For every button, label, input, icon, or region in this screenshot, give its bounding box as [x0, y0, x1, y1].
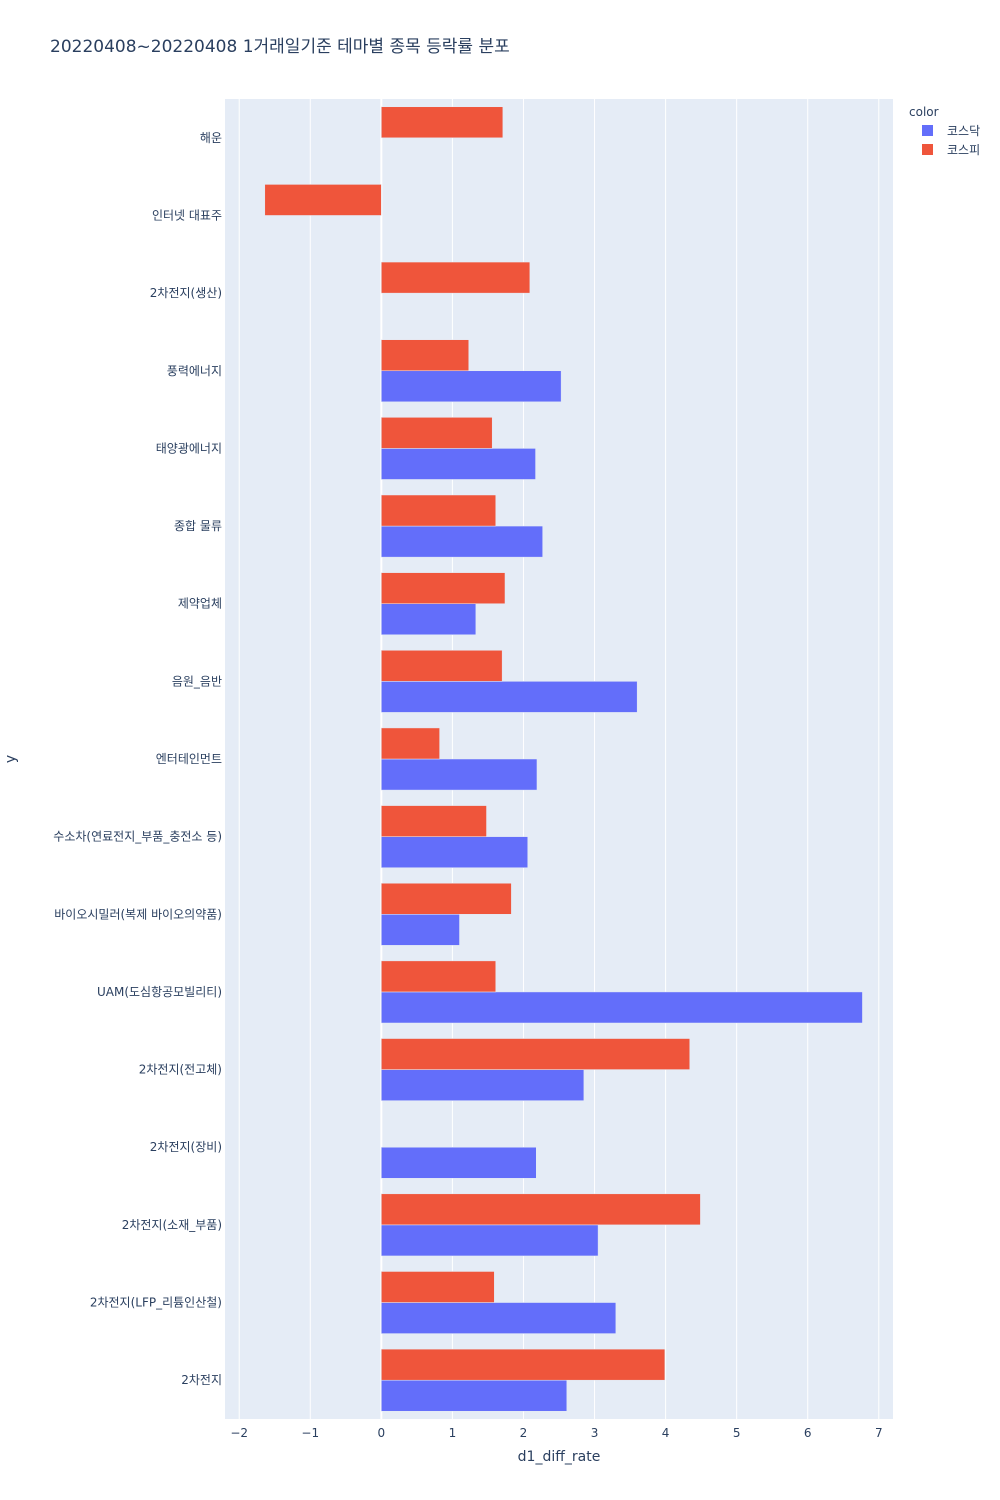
- legend-label[interactable]: 코스피: [947, 143, 980, 157]
- legend-label[interactable]: 코스닥: [947, 124, 980, 138]
- bar-kosdaq[interactable]: [381, 758, 538, 791]
- bar-kosdaq[interactable]: [381, 1146, 537, 1179]
- y-tick-label: 2차전지(LFP_리튬인산철): [90, 1296, 222, 1310]
- y-tick-label: 태양광에너지: [156, 441, 222, 455]
- legend-title: color: [909, 105, 939, 119]
- bar-kosdaq[interactable]: [381, 1302, 617, 1334]
- y-tick-label: 해운: [200, 131, 222, 145]
- x-tick-label: −2: [230, 1426, 248, 1440]
- bar-kosdaq[interactable]: [381, 1379, 568, 1412]
- x-tick-label: 2: [520, 1426, 528, 1440]
- bar-kospi[interactable]: [381, 1271, 495, 1303]
- bar-kosdaq[interactable]: [381, 836, 528, 868]
- y-tick-label: UAM(도심항공모빌리티): [97, 985, 222, 999]
- x-tick-label: 5: [733, 1426, 741, 1440]
- y-tick-label: 인터넷 대표주: [152, 208, 222, 222]
- y-tick-label: 제약업체: [178, 596, 222, 611]
- bar-kospi[interactable]: [381, 106, 504, 139]
- bar-kosdaq[interactable]: [381, 681, 638, 713]
- bar-kospi[interactable]: [381, 1193, 701, 1226]
- bar-kosdaq[interactable]: [381, 1069, 585, 1101]
- bar-kospi[interactable]: [381, 261, 531, 294]
- x-axis-title: d1_diff_rate: [518, 1449, 601, 1465]
- bar-kosdaq[interactable]: [381, 603, 477, 636]
- legend-swatch[interactable]: [922, 144, 933, 155]
- bar-kosdaq[interactable]: [381, 370, 562, 403]
- x-tick-label: 0: [378, 1426, 386, 1440]
- bar-kosdaq[interactable]: [381, 1224, 599, 1257]
- bar-kosdaq[interactable]: [381, 525, 543, 558]
- bar-kospi[interactable]: [264, 184, 382, 216]
- y-tick-label: 2차전지(전고체): [139, 1063, 222, 1077]
- bar-kospi[interactable]: [381, 650, 503, 682]
- y-tick-label: 엔터테인먼트: [156, 752, 222, 766]
- bar-kospi[interactable]: [381, 339, 469, 372]
- x-tick-label: 1: [449, 1426, 457, 1440]
- bar-kospi[interactable]: [381, 572, 506, 604]
- bars: [264, 106, 863, 1412]
- y-tick-label: 2차전지(장비): [150, 1140, 222, 1154]
- y-tick-label: 종합 물류: [174, 519, 222, 533]
- bar-kospi[interactable]: [381, 960, 497, 993]
- bar-kospi[interactable]: [381, 494, 497, 527]
- bar-kosdaq[interactable]: [381, 448, 536, 480]
- x-tick-label: 3: [591, 1426, 599, 1440]
- y-axis-title: y: [3, 755, 19, 763]
- bar-kospi[interactable]: [381, 1038, 691, 1070]
- bar-kospi[interactable]: [381, 417, 493, 449]
- chart-title: 20220408~20220408 1거래일기준 테마별 종목 등락률 분포: [50, 37, 510, 57]
- x-tick-label: 7: [875, 1426, 883, 1440]
- x-tick-label: 6: [804, 1426, 812, 1440]
- y-tick-label: 2차전지(소재_부품): [122, 1218, 222, 1232]
- bar-kospi[interactable]: [381, 882, 512, 915]
- bar-kosdaq[interactable]: [381, 991, 863, 1024]
- y-tick-label: 2차전지(생산): [150, 286, 222, 300]
- y-tick-label: 2차전지: [181, 1373, 222, 1387]
- x-tick-label: −1: [301, 1426, 319, 1440]
- x-tick-labels: −2 −1 0 1 2 3 4 5 6 7: [230, 1426, 882, 1440]
- x-tick-label: 4: [662, 1426, 670, 1440]
- y-tick-label: 음원_음반: [172, 674, 222, 688]
- bar-kospi[interactable]: [381, 805, 487, 837]
- y-tick-label: 바이오시밀러(복제 바이오의약품): [54, 906, 222, 921]
- legend-swatch[interactable]: [922, 125, 933, 136]
- bar-kospi[interactable]: [381, 1348, 666, 1381]
- y-tick-label: 수소차(연료전지_부품_충전소 등): [53, 830, 222, 844]
- bar-kospi[interactable]: [381, 727, 440, 760]
- bar-kosdaq[interactable]: [381, 914, 460, 946]
- y-tick-label: 풍력에너지: [167, 364, 222, 378]
- grid-lines: [238, 99, 880, 1419]
